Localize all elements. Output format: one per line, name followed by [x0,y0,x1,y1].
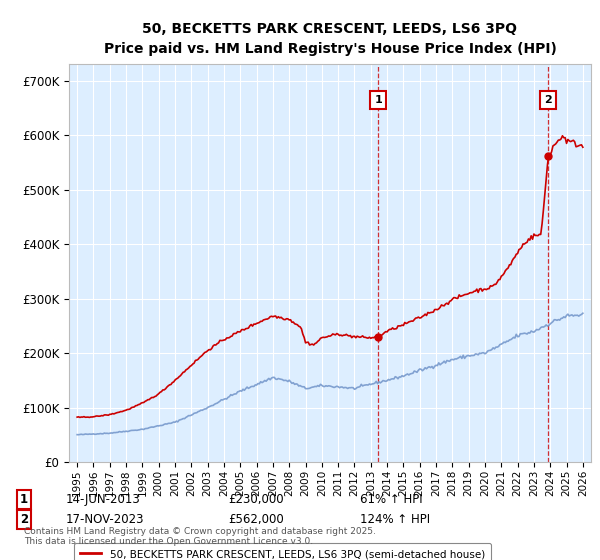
Title: 50, BECKETTS PARK CRESCENT, LEEDS, LS6 3PQ
Price paid vs. HM Land Registry's Hou: 50, BECKETTS PARK CRESCENT, LEEDS, LS6 3… [104,22,556,57]
Text: 61% ↑ HPI: 61% ↑ HPI [360,493,422,506]
Text: 1: 1 [374,95,382,105]
Text: 17-NOV-2023: 17-NOV-2023 [66,513,145,526]
Text: Contains HM Land Registry data © Crown copyright and database right 2025.
This d: Contains HM Land Registry data © Crown c… [24,526,376,546]
Text: £562,000: £562,000 [228,513,284,526]
Text: £230,000: £230,000 [228,493,284,506]
Text: 14-JUN-2013: 14-JUN-2013 [66,493,141,506]
Text: 2: 2 [20,513,28,526]
Legend: 50, BECKETTS PARK CRESCENT, LEEDS, LS6 3PQ (semi-detached house), HPI: Average p: 50, BECKETTS PARK CRESCENT, LEEDS, LS6 3… [74,543,491,560]
Text: 2: 2 [544,95,552,105]
Text: 1: 1 [20,493,28,506]
Text: 124% ↑ HPI: 124% ↑ HPI [360,513,430,526]
